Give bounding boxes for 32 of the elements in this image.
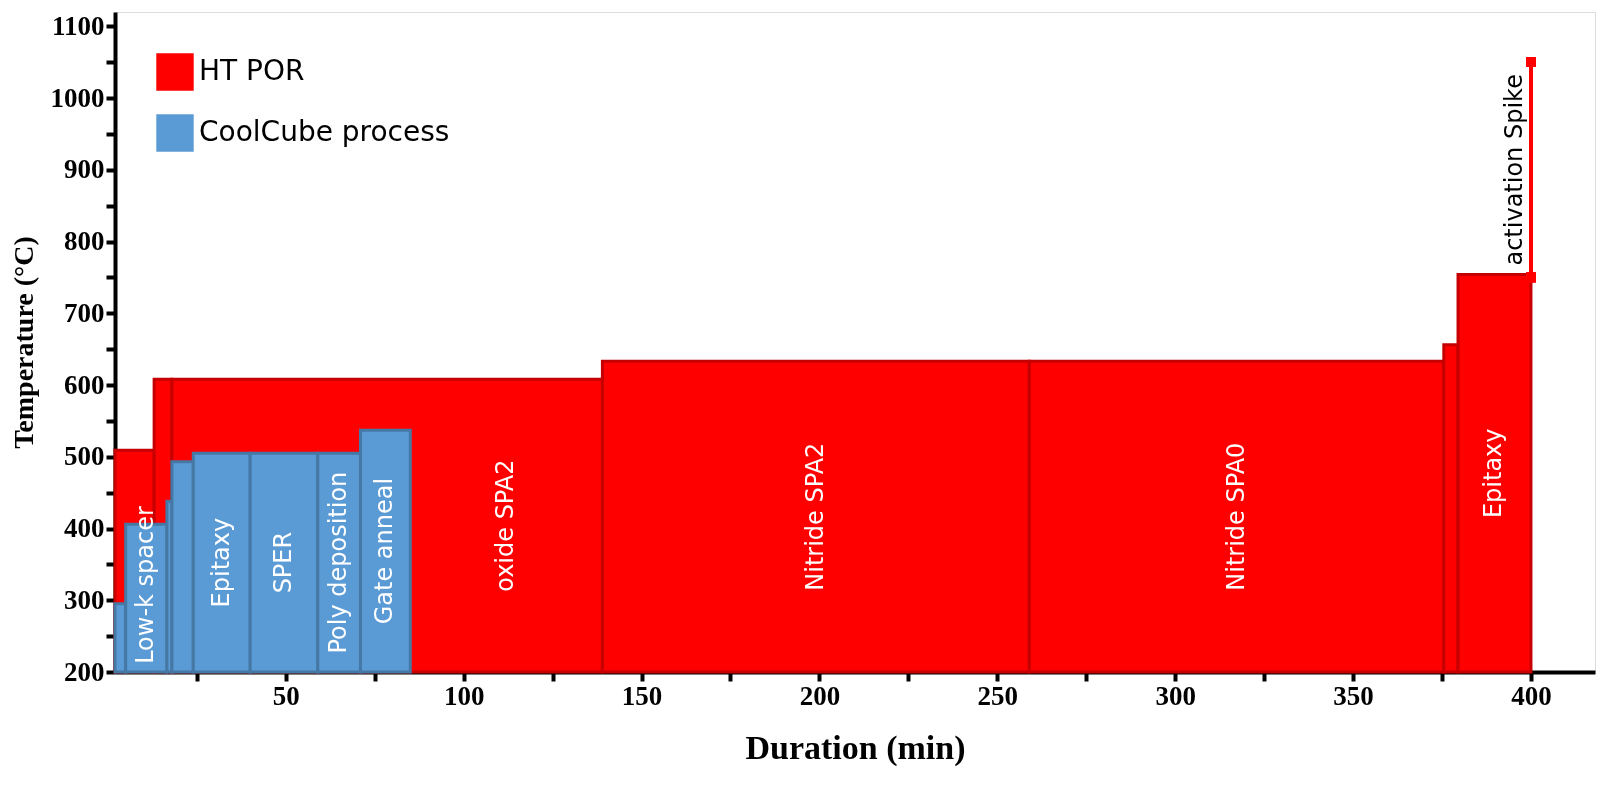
y-tick-label: 200 <box>64 656 105 687</box>
y-tick-label: 600 <box>64 369 105 400</box>
y-tick-label: 1100 <box>51 10 105 41</box>
y-tick-label: 1000 <box>50 82 105 113</box>
y-axis-title: Temperature (°C) <box>7 236 39 449</box>
data-label: Low-k spacer <box>131 506 160 664</box>
data-label: Nitride SPA0 <box>1221 442 1250 591</box>
x-tick-label: 350 <box>1333 680 1374 711</box>
x-tick-label: 50 <box>272 680 300 711</box>
x-tick-label: 100 <box>443 680 485 711</box>
x-axis-title: Duration (min) <box>745 728 966 767</box>
y-tick-label: 400 <box>64 513 105 544</box>
x-tick-label: 400 <box>1511 680 1552 711</box>
y-tick-label: 800 <box>64 226 105 257</box>
data-label: Gate anneal <box>370 477 399 625</box>
x-tick-label: 250 <box>977 680 1019 711</box>
data-label: Nitride SPA2 <box>800 442 829 591</box>
y-tick-label: 300 <box>64 584 105 615</box>
data-label: Poly deposition <box>324 471 353 654</box>
data-label: Epitaxy <box>206 517 235 608</box>
y-tick-label: 700 <box>64 297 105 328</box>
x-tick-label: 150 <box>621 680 663 711</box>
data-label: oxide SPA2 <box>491 459 520 592</box>
data-label: SPER <box>268 531 297 594</box>
y-tick-label: 500 <box>64 441 105 472</box>
x-tick-label: 200 <box>799 680 841 711</box>
data-label: Epitaxy <box>1479 428 1508 519</box>
legend-label: HT POR <box>199 54 305 87</box>
y-tick-label: 900 <box>64 154 105 185</box>
x-tick-label: 300 <box>1155 680 1196 711</box>
data-label: activation Spike <box>1499 74 1528 266</box>
legend-label: CoolCube process <box>199 115 450 148</box>
